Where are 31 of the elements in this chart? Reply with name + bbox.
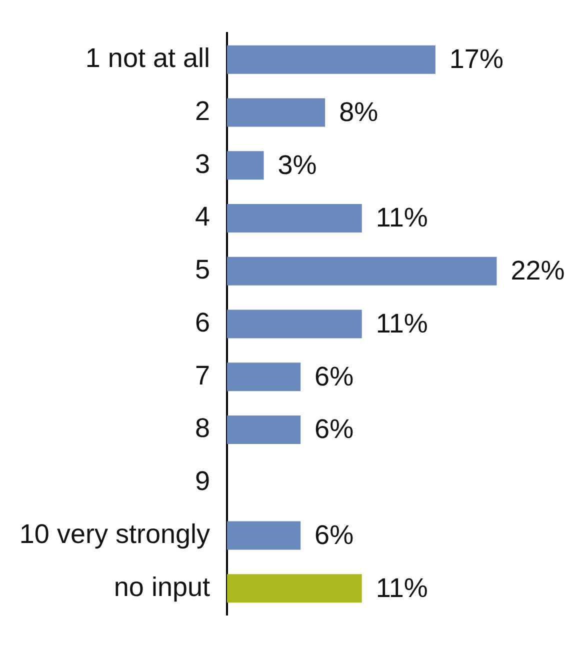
bar: [227, 204, 362, 233]
y-tick-label: 2: [194, 96, 210, 126]
data-label: 6%: [314, 361, 354, 392]
bar: [227, 98, 326, 127]
bar: [227, 521, 301, 550]
y-tick-label: 6: [194, 307, 210, 338]
y-tick-label: 7: [194, 360, 210, 390]
data-label: 11%: [376, 308, 428, 338]
bar: [227, 574, 362, 603]
data-label: 11%: [376, 572, 428, 603]
y-tick-label: no input: [114, 572, 210, 602]
bar: [227, 310, 362, 338]
bar: [227, 415, 301, 444]
bar: [227, 151, 264, 180]
y-tick-label: 5: [194, 254, 210, 285]
bar: [227, 256, 497, 286]
data-label: 8%: [339, 96, 378, 127]
data-label: 22%: [510, 256, 565, 286]
data-label: 6%: [314, 520, 354, 550]
bar: [227, 362, 301, 392]
y-tick-label: 4: [194, 202, 210, 232]
data-label: 17%: [449, 44, 504, 74]
bar: [227, 45, 436, 74]
y-tick-label: 10 very strongly: [19, 518, 210, 549]
data-label: 6%: [314, 414, 354, 444]
y-tick-label: 9: [194, 466, 210, 496]
data-label: 11%: [376, 202, 428, 233]
y-tick-label: 3: [194, 148, 210, 179]
data-label: 3%: [278, 150, 317, 180]
y-tick-label: 8: [194, 413, 210, 444]
y-tick-label: 1 not at all: [85, 43, 210, 74]
